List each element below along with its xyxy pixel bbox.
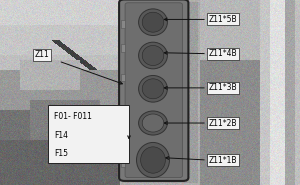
Bar — [121, 105, 124, 113]
Ellipse shape — [142, 79, 164, 99]
Ellipse shape — [142, 46, 164, 65]
Ellipse shape — [136, 142, 169, 178]
Text: Z11*3B: Z11*3B — [208, 83, 237, 92]
Bar — [48, 105, 129, 163]
Ellipse shape — [139, 42, 167, 69]
Ellipse shape — [139, 111, 167, 135]
Ellipse shape — [139, 9, 167, 36]
Ellipse shape — [142, 114, 164, 132]
Text: F15: F15 — [54, 149, 68, 158]
Ellipse shape — [139, 75, 167, 102]
Ellipse shape — [142, 12, 164, 32]
Bar — [121, 20, 124, 28]
Text: Z11*2B: Z11*2B — [208, 119, 237, 127]
Text: F14: F14 — [54, 131, 68, 139]
Text: Z11: Z11 — [34, 50, 49, 59]
Text: Z11*4B: Z11*4B — [208, 49, 237, 58]
Text: F01- F011: F01- F011 — [54, 112, 92, 121]
Bar — [121, 135, 124, 142]
Bar — [121, 159, 124, 166]
Text: Z11*5B: Z11*5B — [208, 15, 237, 24]
Ellipse shape — [141, 147, 165, 173]
FancyBboxPatch shape — [119, 0, 188, 181]
Text: Z11*1B: Z11*1B — [208, 156, 237, 164]
Bar — [121, 74, 124, 81]
FancyBboxPatch shape — [125, 3, 182, 178]
Bar — [121, 44, 124, 52]
